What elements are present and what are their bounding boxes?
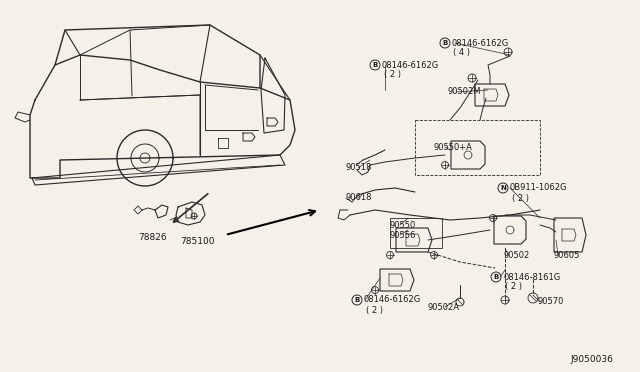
Text: ( 4 ): ( 4 ) (453, 48, 470, 58)
Text: 90502: 90502 (504, 250, 531, 260)
Text: 90570: 90570 (538, 298, 564, 307)
Text: 90518: 90518 (345, 164, 371, 173)
Text: ( 2 ): ( 2 ) (384, 71, 401, 80)
Text: 78826: 78826 (138, 232, 166, 241)
Text: B: B (355, 297, 360, 303)
Text: 90550+A: 90550+A (434, 142, 473, 151)
Text: 08146-8161G: 08146-8161G (503, 273, 560, 282)
Text: 785100: 785100 (180, 237, 214, 247)
Text: B: B (493, 274, 499, 280)
Text: ( 2 ): ( 2 ) (505, 282, 522, 292)
Text: 08146-6162G: 08146-6162G (364, 295, 421, 305)
Text: 90618: 90618 (345, 193, 371, 202)
Text: B: B (442, 40, 447, 46)
Text: 08146-6162G: 08146-6162G (382, 61, 439, 70)
Text: 90502A: 90502A (428, 302, 460, 311)
Text: J9050036: J9050036 (570, 356, 613, 365)
Text: B: B (372, 62, 378, 68)
Text: ( 2 ): ( 2 ) (366, 305, 383, 314)
Text: 08146-6162G: 08146-6162G (451, 38, 508, 48)
Text: N: N (500, 185, 506, 191)
Text: ( 2 ): ( 2 ) (512, 193, 529, 202)
Text: 0B911-1062G: 0B911-1062G (510, 183, 568, 192)
Text: 90605: 90605 (553, 250, 579, 260)
Text: 90556: 90556 (390, 231, 417, 240)
Text: 90502M: 90502M (448, 87, 481, 96)
Text: 90550: 90550 (390, 221, 416, 230)
